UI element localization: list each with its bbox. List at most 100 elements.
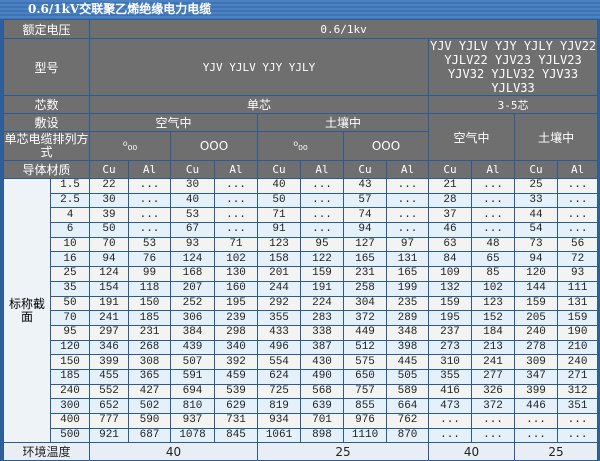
ampacity-cell: 399 bbox=[514, 383, 559, 400]
cross-section-cell: 10 bbox=[49, 236, 91, 253]
ampacity-cell: 240 bbox=[557, 354, 599, 370]
ampacity-cell: ... bbox=[300, 222, 345, 238]
ampacity-cell: ... bbox=[514, 413, 559, 429]
ampacity-cell: 455 bbox=[89, 368, 130, 385]
ampacity-cell: ... bbox=[557, 207, 599, 224]
ampacity-cell: 199 bbox=[386, 280, 430, 297]
ampacity-cell: 273 bbox=[428, 339, 473, 356]
ampacity-cell: ... bbox=[471, 192, 516, 209]
ampacity-cell: 731 bbox=[214, 413, 259, 429]
table-row: 185 455 365 591 459 624 490 650 505 355 277 347 271 bbox=[4, 368, 599, 385]
ampacity-cell: 898 bbox=[300, 427, 345, 444]
ampacity-cell: 95 bbox=[300, 236, 345, 253]
ampacity-cell: 72 bbox=[557, 251, 599, 268]
table-row: 50 191 150 252 195 292 224 304 235 159 123 159 131 bbox=[4, 295, 599, 312]
ampacity-cell: 976 bbox=[343, 413, 388, 429]
table-row: 6 50... 67... 91... 94... 46... 54... bbox=[4, 222, 599, 238]
ampacity-cell: ... bbox=[128, 222, 172, 238]
laying-soil-multi: 土壤中 bbox=[514, 113, 599, 161]
ampacity-cell: ... bbox=[428, 427, 473, 444]
rated-voltage-value: 0.6/1kv bbox=[89, 19, 599, 39]
cross-section-cell: 25 bbox=[49, 266, 91, 282]
material-cu: Cu bbox=[257, 160, 302, 179]
ampacity-cell: ... bbox=[471, 178, 516, 194]
cable-ampacity-table: 额定电压 0.6/1kv 型号 YJV YJLV YJY YJLY YJV YJ… bbox=[2, 19, 599, 461]
ampacity-cell: ... bbox=[471, 427, 516, 444]
ampacity-cell: 819 bbox=[257, 398, 302, 414]
ampacity-cell: 48 bbox=[471, 236, 516, 253]
ampacity-cell: 365 bbox=[128, 368, 172, 385]
ampacity-cell: 554 bbox=[257, 354, 302, 370]
ampacity-cell: 185 bbox=[128, 310, 172, 326]
ampacity-cell: 144 bbox=[514, 280, 559, 297]
ampacity-cell: 74 bbox=[343, 207, 388, 224]
ampacity-cell: 123 bbox=[257, 236, 302, 253]
ampacity-cell: ... bbox=[557, 178, 599, 194]
ampacity-cell: 94 bbox=[89, 251, 130, 268]
ampacity-cell: 473 bbox=[428, 398, 473, 414]
ampacity-cell: 54 bbox=[514, 222, 559, 238]
ambient-temperature-value: 25 bbox=[257, 442, 430, 461]
ampacity-cell: 346 bbox=[89, 339, 130, 356]
ampacity-cell: 73 bbox=[514, 236, 559, 253]
ampacity-cell: 289 bbox=[386, 310, 430, 326]
ampacity-cell: 109 bbox=[428, 266, 473, 282]
ampacity-cell: ... bbox=[386, 222, 430, 238]
ampacity-cell: 539 bbox=[214, 383, 259, 400]
ampacity-cell: 351 bbox=[557, 398, 599, 414]
ampacity-cell: 44 bbox=[514, 207, 559, 224]
ampacity-cell: ... bbox=[386, 192, 430, 209]
ampacity-cell: 937 bbox=[170, 413, 216, 429]
ampacity-cell: 308 bbox=[128, 354, 172, 370]
ampacity-cell: ... bbox=[471, 207, 516, 224]
ampacity-cell: 63 bbox=[428, 236, 473, 253]
ampacity-cell: 43 bbox=[343, 178, 388, 194]
cross-section-cell: 1.5 bbox=[49, 178, 91, 194]
ampacity-cell: 231 bbox=[343, 266, 388, 282]
ampacity-cell: 277 bbox=[471, 368, 516, 385]
laying-soil-single: 土壤中 bbox=[257, 113, 430, 132]
ampacity-cell: ... bbox=[300, 192, 345, 209]
ampacity-cell: 845 bbox=[214, 427, 259, 444]
ampacity-cell: 590 bbox=[128, 413, 172, 429]
model-single-core: YJV YJLV YJY YJLY bbox=[89, 38, 430, 96]
ampacity-cell: ... bbox=[386, 207, 430, 224]
table-row: 150 399 308 507 392 554 430 575 445 310 241 309 240 bbox=[4, 354, 599, 370]
material-cu: Cu bbox=[89, 160, 130, 179]
ampacity-cell: 1110 bbox=[343, 427, 388, 444]
table-row: 25 124 99 168 130 201 159 231 165 109 85 120 93 bbox=[4, 266, 599, 282]
ampacity-cell: 76 bbox=[128, 251, 172, 268]
ampacity-cell: 25 bbox=[514, 178, 559, 194]
ampacity-cell: 50 bbox=[257, 192, 302, 209]
material-al: Al bbox=[386, 160, 430, 179]
ampacity-cell: 159 bbox=[300, 266, 345, 282]
ampacity-cell: 310 bbox=[428, 354, 473, 370]
ampacity-cell: 757 bbox=[343, 383, 388, 400]
ambient-temperature-value: 40 bbox=[428, 442, 516, 461]
ampacity-cell: 239 bbox=[214, 310, 259, 326]
ampacity-cell: 639 bbox=[300, 398, 345, 414]
ampacity-cell: 30 bbox=[170, 178, 216, 194]
ampacity-cell: 446 bbox=[514, 398, 559, 414]
ampacity-cell: 439 bbox=[170, 339, 216, 356]
ampacity-cell: ... bbox=[214, 222, 259, 238]
arrangement-label: 单芯电缆排列方式 bbox=[2, 131, 91, 161]
flat-arrangement-icon: OOO bbox=[343, 131, 430, 161]
ampacity-cell: 99 bbox=[128, 266, 172, 282]
ampacity-cell: 131 bbox=[386, 251, 430, 268]
ampacity-cell: 120 bbox=[514, 266, 559, 282]
ampacity-cell: 430 bbox=[300, 354, 345, 370]
ampacity-cell: 687 bbox=[128, 427, 172, 444]
ampacity-cell: 159 bbox=[514, 295, 559, 312]
ampacity-cell: 934 bbox=[257, 413, 302, 429]
cross-section-cell: 185 bbox=[49, 368, 91, 385]
trefoil-icon: ⁰₀₀ bbox=[257, 131, 345, 161]
ampacity-cell: 97 bbox=[386, 236, 430, 253]
flat-arrangement-icon: OOO bbox=[170, 131, 259, 161]
ampacity-cell: 810 bbox=[170, 398, 216, 414]
ampacity-cell: 258 bbox=[343, 280, 388, 297]
ampacity-cell: 231 bbox=[128, 324, 172, 341]
ampacity-cell: 725 bbox=[257, 383, 302, 400]
ampacity-cell: 184 bbox=[471, 324, 516, 341]
ampacity-cell: 312 bbox=[557, 383, 599, 400]
